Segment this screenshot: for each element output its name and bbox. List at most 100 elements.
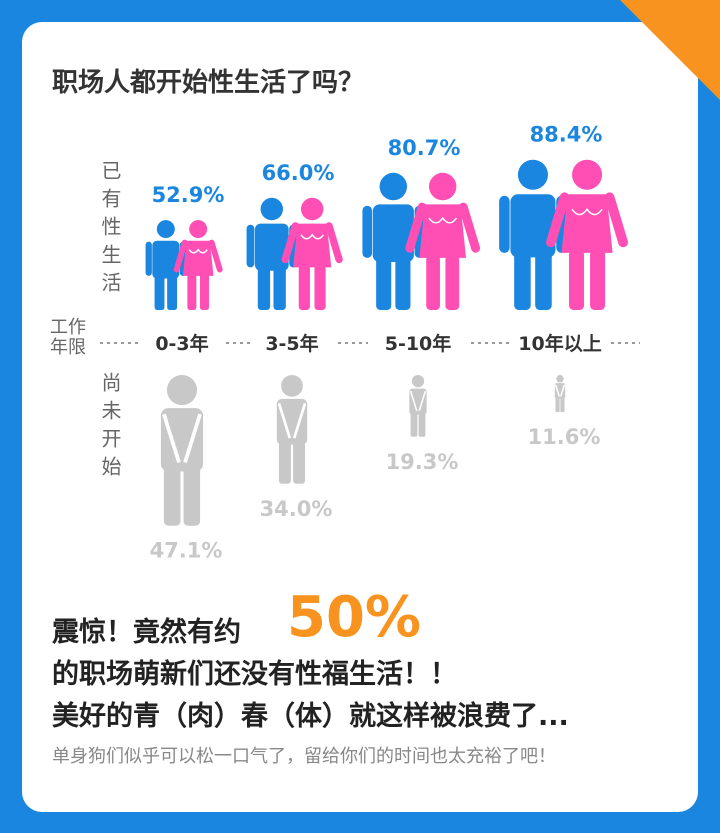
head [556,375,564,383]
arm [604,192,629,248]
head [572,159,603,190]
label-bg [250,329,334,357]
body [554,383,566,399]
headline: 震惊！竟然有约 [52,617,241,648]
body [419,204,467,258]
arms [409,390,427,412]
label-bg [510,329,610,357]
leg [163,465,181,526]
bust [428,216,458,224]
corner [620,0,720,100]
bust [300,233,325,240]
axis-label: 工作年限 [50,317,86,358]
head [281,375,303,397]
head [260,197,284,221]
arms [554,384,566,397]
body [182,240,214,276]
body [152,240,180,279]
leg [426,255,440,310]
leg [278,440,291,484]
value-label: 47.1% [150,539,223,563]
leg [535,249,552,310]
head [166,375,198,406]
note: 单身狗们似乎可以松一口气了，留给你们的时间也太充裕了吧！ [52,746,556,767]
headline: 的职场萌新们还没有性福生活！！ [52,659,457,690]
value-label: 11.6% [528,425,601,449]
single-figure [409,375,427,437]
label-bg [368,329,468,357]
arms [162,413,202,463]
bust [188,248,208,254]
leg [395,255,411,310]
leg [154,274,165,310]
body [510,194,556,258]
couple-figure [246,197,343,310]
body [293,223,332,268]
x-tick-label: 3-5年 [265,332,318,355]
value-label: 66.0% [262,161,335,185]
single-figure [554,375,566,413]
card [22,22,698,812]
label-bg [140,329,224,357]
value-label: 52.9% [152,183,225,207]
x-tick-label: 10年以上 [518,332,601,355]
leg [376,255,392,310]
arm [458,202,481,253]
head [189,220,208,239]
arm [246,224,255,268]
arm [405,202,427,253]
value-label: 19.3% [386,450,459,474]
arm [499,195,510,253]
leg [199,274,209,310]
arms [277,402,307,439]
value-label: 80.7% [388,136,461,160]
body [372,204,414,262]
single-figure [160,375,204,526]
leg [410,412,418,437]
leg [257,265,271,310]
body [160,408,204,472]
couple-figure [362,172,481,310]
couple-figure [499,159,629,310]
head [379,172,408,201]
series-label: 已有性生活 [98,160,122,300]
arm [325,222,343,264]
leg [560,397,565,413]
x-tick-label: 0-3年 [155,332,208,355]
head [428,172,457,201]
leg [590,249,606,310]
leg [555,397,560,413]
leg [514,249,531,310]
value-label: 34.0% [260,497,333,521]
couple-figure [145,220,223,310]
head [411,375,425,388]
arm [546,192,570,248]
leg [293,440,306,484]
x-tick-label: 5-10年 [385,332,452,355]
headline: 美好的青（肉）春（体）就这样被浪费了... [52,701,569,732]
chart-title: 职场人都开始性生活了吗？ [52,68,365,98]
head [156,220,175,239]
leg [183,465,201,526]
leg [418,412,426,437]
leg [314,265,326,310]
arm [173,239,188,273]
single-figure [276,375,308,484]
body [561,194,613,253]
body [409,388,427,415]
value-label: 88.4% [530,123,603,147]
leg [445,255,460,310]
arm [145,241,152,276]
leg [569,249,585,310]
leg [273,265,286,310]
leg [167,274,178,310]
bust [571,208,603,216]
arm [281,222,300,264]
head [517,159,548,190]
arm [208,239,223,273]
body [276,398,308,445]
leg [298,265,310,310]
headline-highlight: 50% [287,585,422,650]
